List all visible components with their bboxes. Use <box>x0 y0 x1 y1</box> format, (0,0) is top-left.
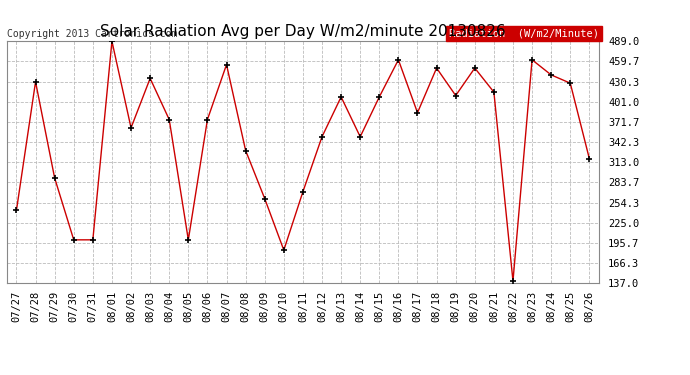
Text: Radiation  (W/m2/Minute): Radiation (W/m2/Minute) <box>449 29 599 39</box>
Title: Solar Radiation Avg per Day W/m2/minute 20130826: Solar Radiation Avg per Day W/m2/minute … <box>100 24 506 39</box>
Text: Copyright 2013 Cartronics.com: Copyright 2013 Cartronics.com <box>7 29 177 39</box>
